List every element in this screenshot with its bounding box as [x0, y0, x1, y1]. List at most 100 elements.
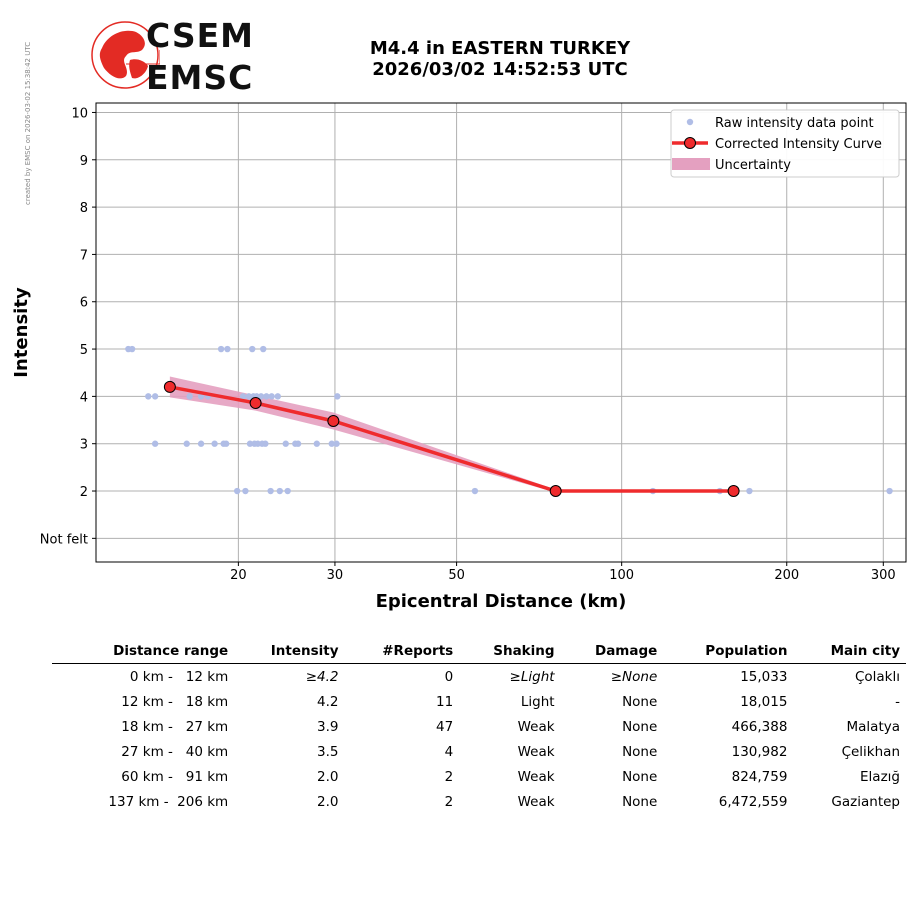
raw-data-point: [239, 393, 247, 400]
legend-entry-label: Corrected Intensity Curve: [715, 137, 882, 152]
raw-data-point: [222, 440, 230, 447]
raw-data-point: [245, 393, 253, 400]
table-cell-reports: 2: [444, 768, 454, 785]
y-tick-label: 4: [80, 390, 88, 405]
x-tick-label: 200: [774, 568, 799, 583]
table-cell-city: -: [895, 693, 900, 710]
curve-marker: [327, 414, 340, 427]
table-cell-range: 12 km - 18 km: [121, 693, 229, 710]
table-cell-shaking: Weak: [517, 743, 555, 760]
table-cell-shaking: ≥Light: [509, 668, 555, 685]
table-cell-damage: ≥None: [610, 668, 658, 685]
csem-emsc-logo: CSEM EMSC: [88, 16, 258, 98]
table-cell-city: Malatya: [846, 718, 901, 735]
raw-data-point: [233, 487, 241, 495]
table-column-header: Main city: [830, 643, 900, 659]
table-body: 0 km - 12 km ≥4.2 0 ≥Light ≥None 15,033 Çolakl…: [52, 664, 906, 815]
y-tick-label: 7: [80, 248, 88, 263]
raw-data-point: [274, 393, 281, 400]
table-column-header: Distance range: [113, 643, 229, 659]
table-cell-range: 60 km - 91 km: [121, 768, 229, 785]
raw-data-point: [197, 440, 205, 447]
raw-data-point: [267, 487, 274, 495]
raw-data-point: [263, 393, 270, 400]
y-tick-label: 3: [80, 438, 88, 453]
table-cell-population: 6,472,559: [718, 793, 788, 810]
table-cell-population: 130,982: [731, 743, 788, 760]
y-tick-label: 6: [80, 296, 88, 311]
table-cell-damage: None: [622, 793, 658, 810]
legend-raw-marker: [686, 118, 694, 126]
table-cell-range: 137 km - 206 km: [108, 793, 229, 810]
raw-data-point: [145, 393, 152, 400]
legend-entry-label: Uncertainty: [715, 158, 791, 173]
legend-box: [670, 109, 900, 178]
raw-data-point: [260, 345, 267, 353]
table-header-row: Distance range Intensity #Reports Shaking Da…: [52, 640, 906, 664]
y-tick-label: Not felt: [40, 532, 88, 547]
table-cell-city: Gaziantep: [831, 793, 900, 810]
raw-data-point: [246, 440, 254, 447]
raw-data-point: [328, 440, 335, 447]
raw-data-point: [128, 345, 136, 353]
table-column-header: Damage: [594, 643, 658, 659]
table-cell-intensity: 2.0: [317, 793, 339, 810]
table-cell-city: Çolaklı: [854, 668, 900, 685]
raw-data-point: [313, 440, 320, 447]
raw-data-point: [257, 393, 265, 400]
x-tick-label: 100: [609, 568, 634, 583]
raw-data-point: [746, 487, 753, 495]
plot-frame: [95, 102, 907, 563]
table-cell-population: 18,015: [740, 693, 788, 710]
table-row: 18 km - 27 km 3.9 47 Weak None 466,388 Malatya: [52, 714, 906, 739]
table-cell-shaking: Weak: [517, 768, 555, 785]
intensity-table: Distance range Intensity #Reports Shaking Da…: [52, 640, 906, 814]
table-cell-reports: 11: [436, 693, 454, 710]
globe-logo-icon: [91, 21, 160, 89]
raw-data-point: [262, 440, 269, 447]
table-cell-intensity: 4.2: [317, 693, 339, 710]
table-cell-population: 824,759: [731, 768, 788, 785]
curve-marker: [163, 380, 176, 393]
table-cell-intensity: 3.9: [317, 718, 339, 735]
table-cell-damage: None: [622, 743, 658, 760]
raw-data-point: [151, 393, 159, 400]
table-cell-shaking: Weak: [517, 793, 555, 810]
curve-marker: [249, 397, 262, 410]
table-row: 12 km - 18 km 4.2 11 Light None 18,015 -: [52, 689, 906, 714]
table-cell-population: 466,388: [731, 718, 788, 735]
raw-data-point: [333, 440, 340, 447]
raw-data-point: [294, 440, 302, 447]
raw-data-point: [242, 487, 249, 495]
legend-curve-marker: [684, 137, 696, 149]
raw-data-point: [151, 440, 159, 447]
raw-data-point: [183, 440, 190, 447]
raw-data-point: [886, 487, 893, 495]
raw-data-point: [224, 345, 231, 353]
intensity-chart: 20 30 50 100 200 300 Not felt 2 3 4 5 6 7 8 9 10 Epicent…: [11, 102, 907, 612]
table-cell-reports: 4: [444, 743, 454, 760]
x-axis-label: Epicentral Distance (km): [376, 591, 627, 612]
logo-word-csem: CSEM: [146, 16, 254, 55]
x-tick-label: 20: [230, 568, 247, 583]
raw-data-point: [282, 440, 289, 447]
table-cell-range: 0 km - 12 km: [129, 668, 229, 685]
raw-data-point: [217, 345, 225, 353]
logo-word-emsc: EMSC: [146, 58, 254, 97]
table-cell-damage: None: [622, 693, 658, 710]
table-row: 0 km - 12 km ≥4.2 0 ≥Light ≥None 15,033 Çolakl…: [52, 664, 906, 690]
title-line-2: 2026/03/02 14:52:53 UTC: [372, 59, 628, 80]
table-cell-city: Çelikhan: [841, 743, 900, 760]
table-column-header: #Reports: [382, 643, 454, 659]
y-axis-label: Intensity: [11, 287, 32, 378]
x-tick-label: 300: [871, 568, 896, 583]
legend-uncertainty-swatch: [672, 158, 710, 170]
raw-data-point: [334, 393, 341, 400]
table-cell-damage: None: [622, 718, 658, 735]
curve-marker: [549, 485, 562, 498]
table-cell-intensity: ≥4.2: [305, 668, 339, 685]
table-row: 60 km - 91 km 2.0 2 Weak None 824,759 Elazığ: [52, 764, 906, 789]
raw-data-point: [186, 393, 193, 400]
title-line-1: M4.4 in EASTERN TURKEY: [369, 38, 631, 59]
raw-data-point: [276, 487, 284, 495]
